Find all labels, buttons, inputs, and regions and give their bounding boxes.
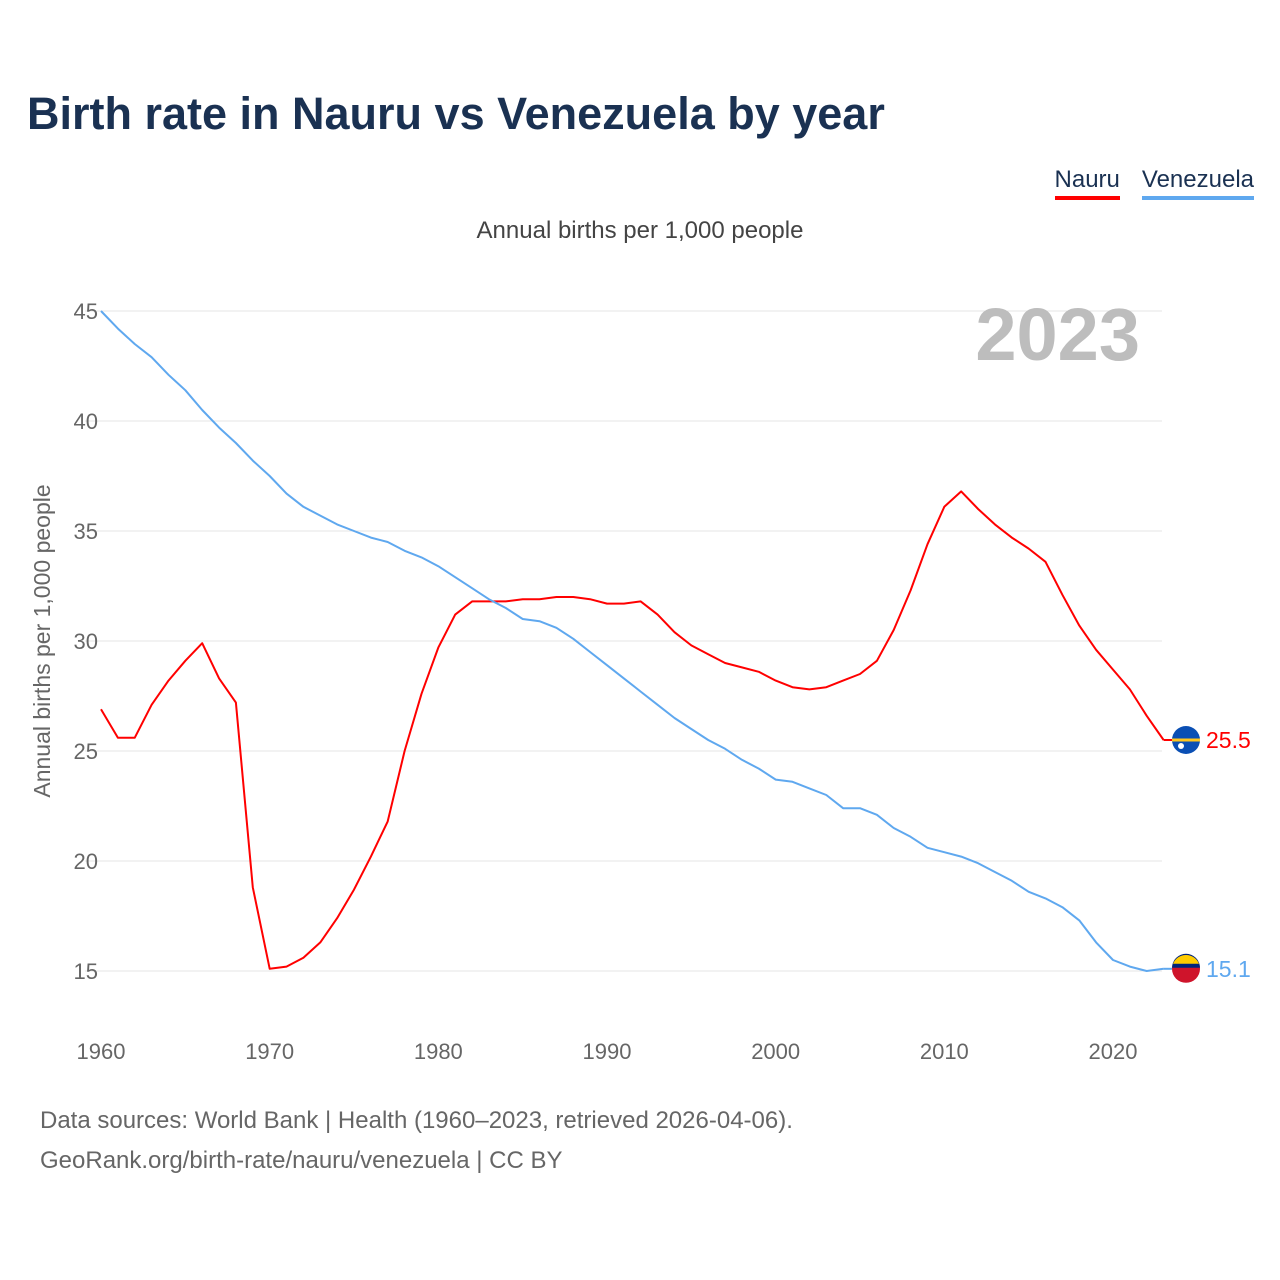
x-tick-label: 1970 xyxy=(245,1039,294,1064)
chart-subtitle: Annual births per 1,000 people xyxy=(476,217,804,244)
y-tick-label: 40 xyxy=(74,409,98,434)
year-badge: 2023 xyxy=(975,293,1140,376)
x-tick-label: 2020 xyxy=(1089,1039,1138,1064)
x-tick-label: 2000 xyxy=(751,1039,800,1064)
footer-attribution: GeoRank.org/birth-rate/nauru/venezuela |… xyxy=(40,1147,563,1174)
x-tick-label: 2010 xyxy=(920,1039,969,1064)
nauru-flag-stripe xyxy=(1172,738,1200,742)
legend-item-nauru[interactable]: Nauru xyxy=(1054,166,1120,200)
venezuela-flag-yellow xyxy=(1173,954,1199,964)
footer-sources: Data sources: World Bank | Health (1960–… xyxy=(40,1107,793,1134)
y-tick-label: 25 xyxy=(74,739,98,764)
nauru-flag-star xyxy=(1178,743,1184,749)
x-tick-label: 1960 xyxy=(77,1039,126,1064)
y-tick-label: 35 xyxy=(74,519,98,544)
x-tick-label: 1980 xyxy=(414,1039,463,1064)
chart-title: Birth rate in Nauru vs Venezuela by year xyxy=(27,88,885,139)
y-tick-label: 45 xyxy=(74,299,98,324)
y-tick-label: 15 xyxy=(74,959,98,984)
series-line-venezuela xyxy=(100,310,1164,972)
end-value-label-nauru: 25.5 xyxy=(1206,727,1251,753)
y-axis-label: Annual births per 1,000 people xyxy=(29,484,55,797)
y-tick-label: 20 xyxy=(74,849,98,874)
series-line-nauru xyxy=(100,490,1165,970)
legend: Nauru Venezuela xyxy=(1054,166,1254,200)
end-value-label-venezuela: 15.1 xyxy=(1206,956,1251,982)
legend-item-venezuela[interactable]: Venezuela xyxy=(1141,166,1254,200)
y-tick-label: 30 xyxy=(74,629,98,654)
x-tick-label: 1990 xyxy=(583,1039,632,1064)
